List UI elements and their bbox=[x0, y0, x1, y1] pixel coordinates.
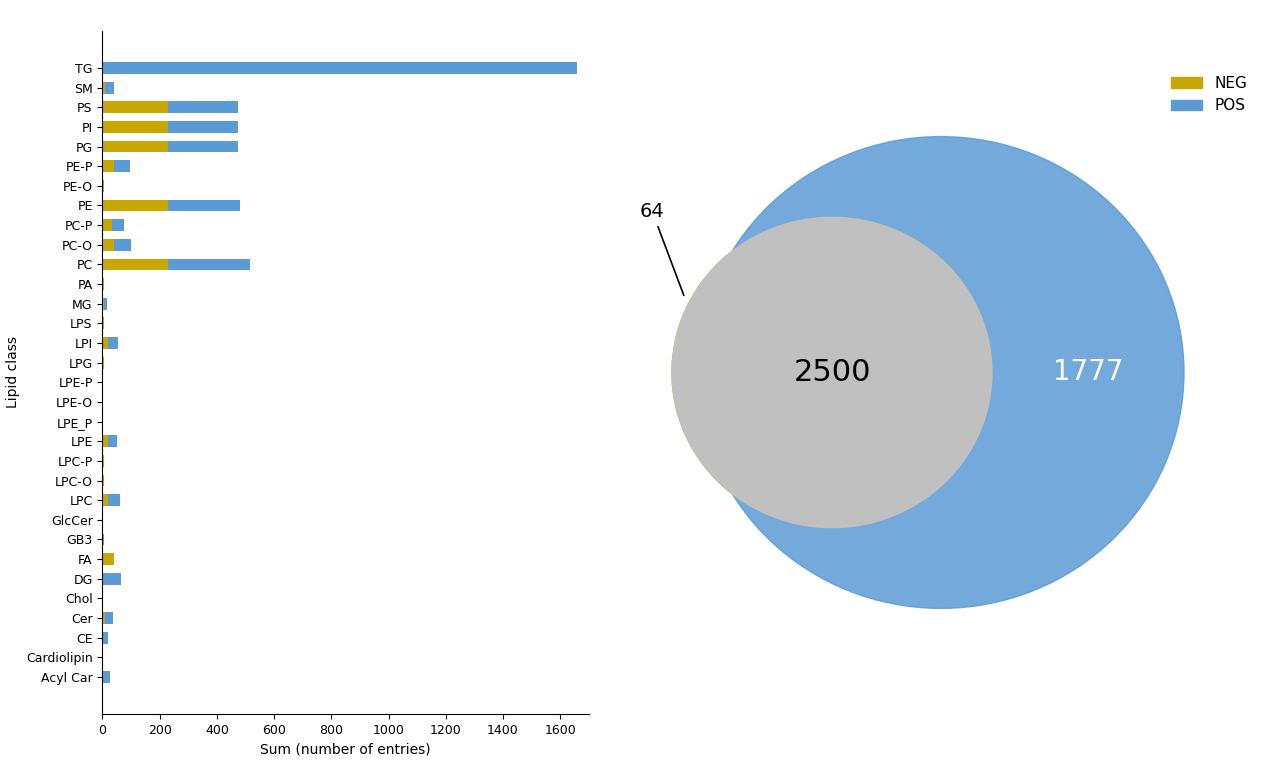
Bar bbox=[105, 612, 113, 624]
Legend: NEG, POS: NEG, POS bbox=[1165, 70, 1253, 120]
Y-axis label: Lipid class: Lipid class bbox=[6, 337, 20, 408]
Bar bbox=[102, 632, 108, 643]
Bar bbox=[102, 534, 104, 546]
Bar bbox=[102, 180, 104, 192]
Bar bbox=[102, 357, 104, 369]
Bar bbox=[102, 435, 108, 447]
Bar bbox=[102, 317, 104, 329]
Bar bbox=[102, 671, 110, 683]
Bar bbox=[102, 455, 104, 467]
Bar bbox=[102, 553, 114, 565]
Bar bbox=[102, 298, 104, 310]
Bar bbox=[114, 239, 131, 251]
Bar bbox=[102, 239, 114, 251]
Bar bbox=[113, 220, 124, 231]
Circle shape bbox=[672, 217, 992, 528]
Text: 1777: 1777 bbox=[1052, 359, 1124, 386]
Bar bbox=[102, 102, 168, 113]
Bar bbox=[102, 573, 122, 584]
Bar bbox=[102, 258, 168, 270]
Bar bbox=[102, 140, 168, 152]
Bar bbox=[108, 435, 116, 447]
Bar bbox=[104, 298, 106, 310]
Bar bbox=[168, 140, 238, 152]
Bar bbox=[102, 199, 168, 211]
Text: 64: 64 bbox=[640, 203, 684, 296]
Bar bbox=[168, 199, 239, 211]
Bar bbox=[108, 337, 118, 349]
Circle shape bbox=[672, 217, 992, 528]
Bar bbox=[102, 121, 168, 133]
Bar bbox=[168, 258, 250, 270]
Bar bbox=[102, 612, 105, 624]
Bar bbox=[102, 278, 104, 290]
Text: 2500: 2500 bbox=[794, 358, 870, 387]
Bar bbox=[168, 102, 238, 113]
Bar bbox=[114, 161, 129, 172]
Bar bbox=[168, 121, 238, 133]
Bar bbox=[102, 81, 105, 94]
Bar bbox=[102, 220, 113, 231]
Bar bbox=[108, 494, 119, 506]
Bar bbox=[102, 337, 108, 349]
Circle shape bbox=[698, 137, 1184, 608]
X-axis label: Sum (number of entries): Sum (number of entries) bbox=[260, 742, 431, 756]
Bar bbox=[105, 81, 114, 94]
Bar bbox=[102, 62, 577, 74]
Bar bbox=[102, 494, 108, 506]
Bar bbox=[102, 161, 114, 172]
Bar bbox=[102, 475, 104, 487]
